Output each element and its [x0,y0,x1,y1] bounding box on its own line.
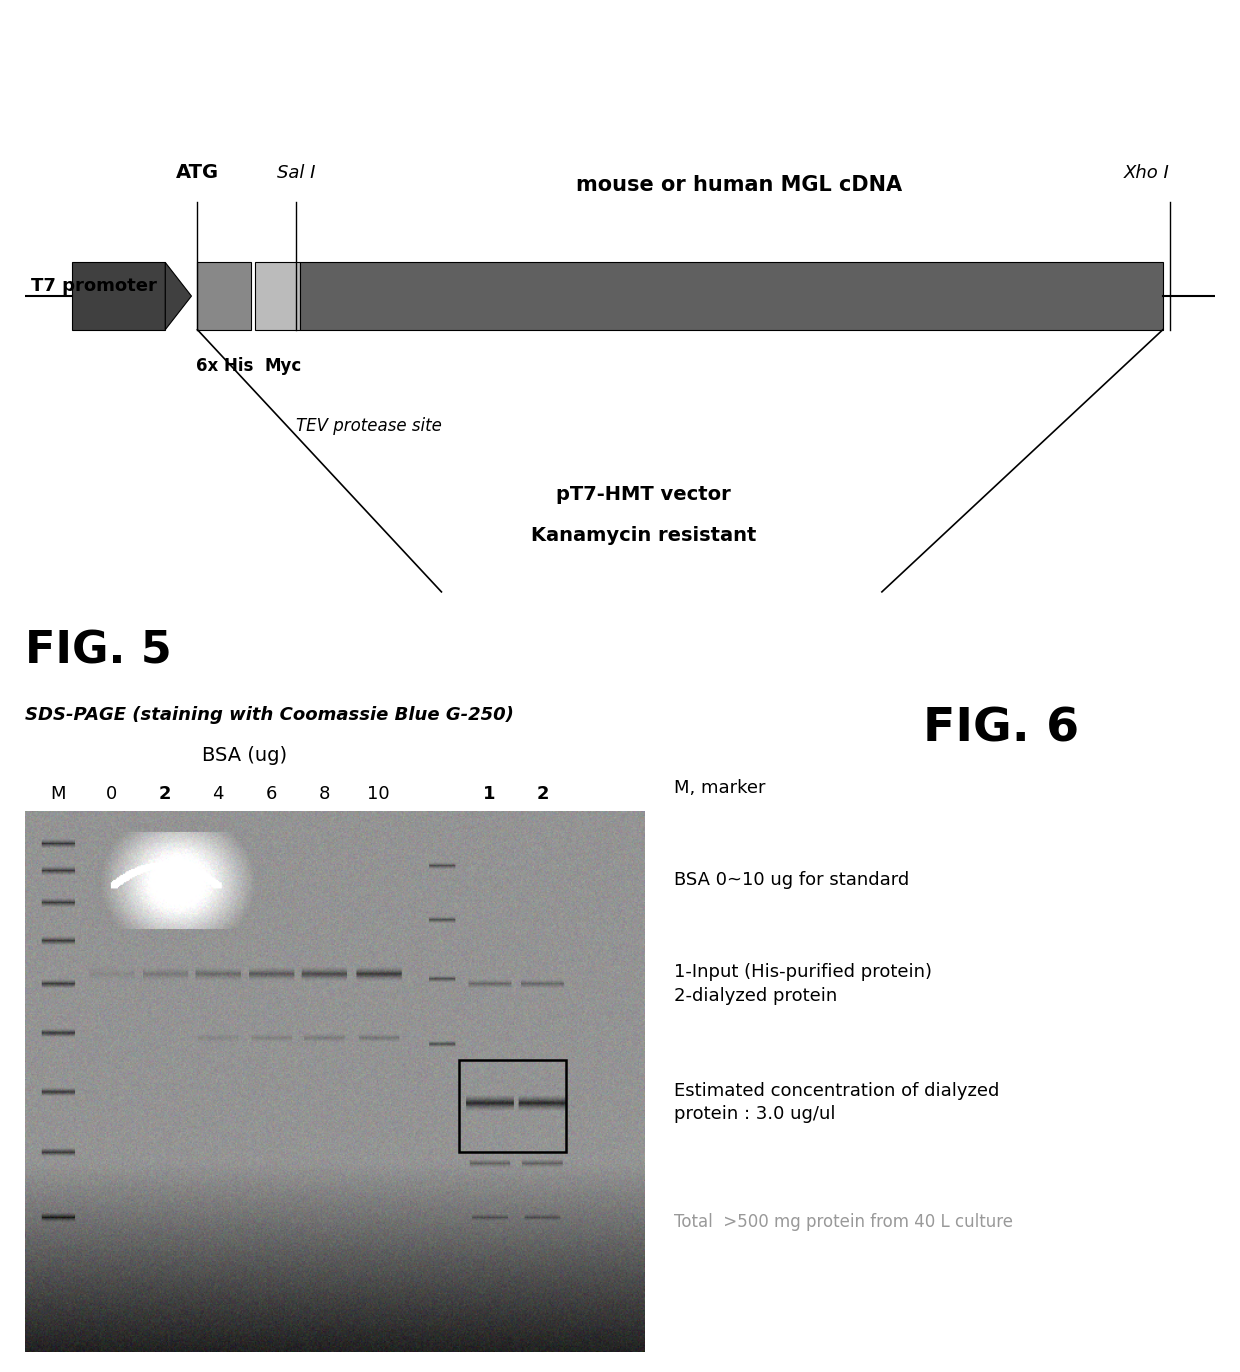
Text: M: M [51,785,66,804]
Text: pT7-HMT vector: pT7-HMT vector [557,486,732,505]
Text: 0: 0 [107,785,118,804]
Text: Kanamycin resistant: Kanamycin resistant [531,525,756,545]
Text: Sal I: Sal I [277,163,315,181]
FancyBboxPatch shape [197,262,250,329]
Text: Total  >500 mg protein from 40 L culture: Total >500 mg protein from 40 L culture [673,1213,1013,1232]
Text: TEV protease site: TEV protease site [296,417,443,435]
Text: T7 promoter: T7 promoter [31,277,156,295]
FancyBboxPatch shape [72,262,165,329]
Text: SDS-PAGE (staining with Coomassie Blue G-250): SDS-PAGE (staining with Coomassie Blue G… [25,707,513,724]
Text: FIG. 6: FIG. 6 [923,707,1079,752]
Text: 1-Input (His-purified protein)
2-dialyzed protein: 1-Input (His-purified protein) 2-dialyze… [673,963,931,1004]
Text: Myc: Myc [264,357,301,375]
Text: BSA (ug): BSA (ug) [202,746,288,764]
FancyBboxPatch shape [300,262,1163,329]
Text: 1: 1 [482,785,495,804]
Text: BSA 0~10 ug for standard: BSA 0~10 ug for standard [673,871,909,889]
FancyBboxPatch shape [254,262,300,329]
Text: 10: 10 [367,785,389,804]
Text: 6: 6 [265,785,277,804]
Text: 2: 2 [159,785,171,804]
Text: ATG: ATG [176,163,219,181]
Text: FIG. 5: FIG. 5 [25,630,171,672]
Text: Estimated concentration of dialyzed
protein : 3.0 ug/ul: Estimated concentration of dialyzed prot… [673,1081,999,1124]
Polygon shape [165,262,191,329]
Bar [459,1061,567,1152]
Text: 8: 8 [319,785,331,804]
Text: 2: 2 [537,785,549,804]
Text: 4: 4 [212,785,223,804]
Text: M, marker: M, marker [673,779,765,797]
Text: mouse or human MGL cDNA: mouse or human MGL cDNA [575,176,903,195]
Text: Xho I: Xho I [1125,163,1171,181]
Text: 6x His: 6x His [196,357,253,375]
